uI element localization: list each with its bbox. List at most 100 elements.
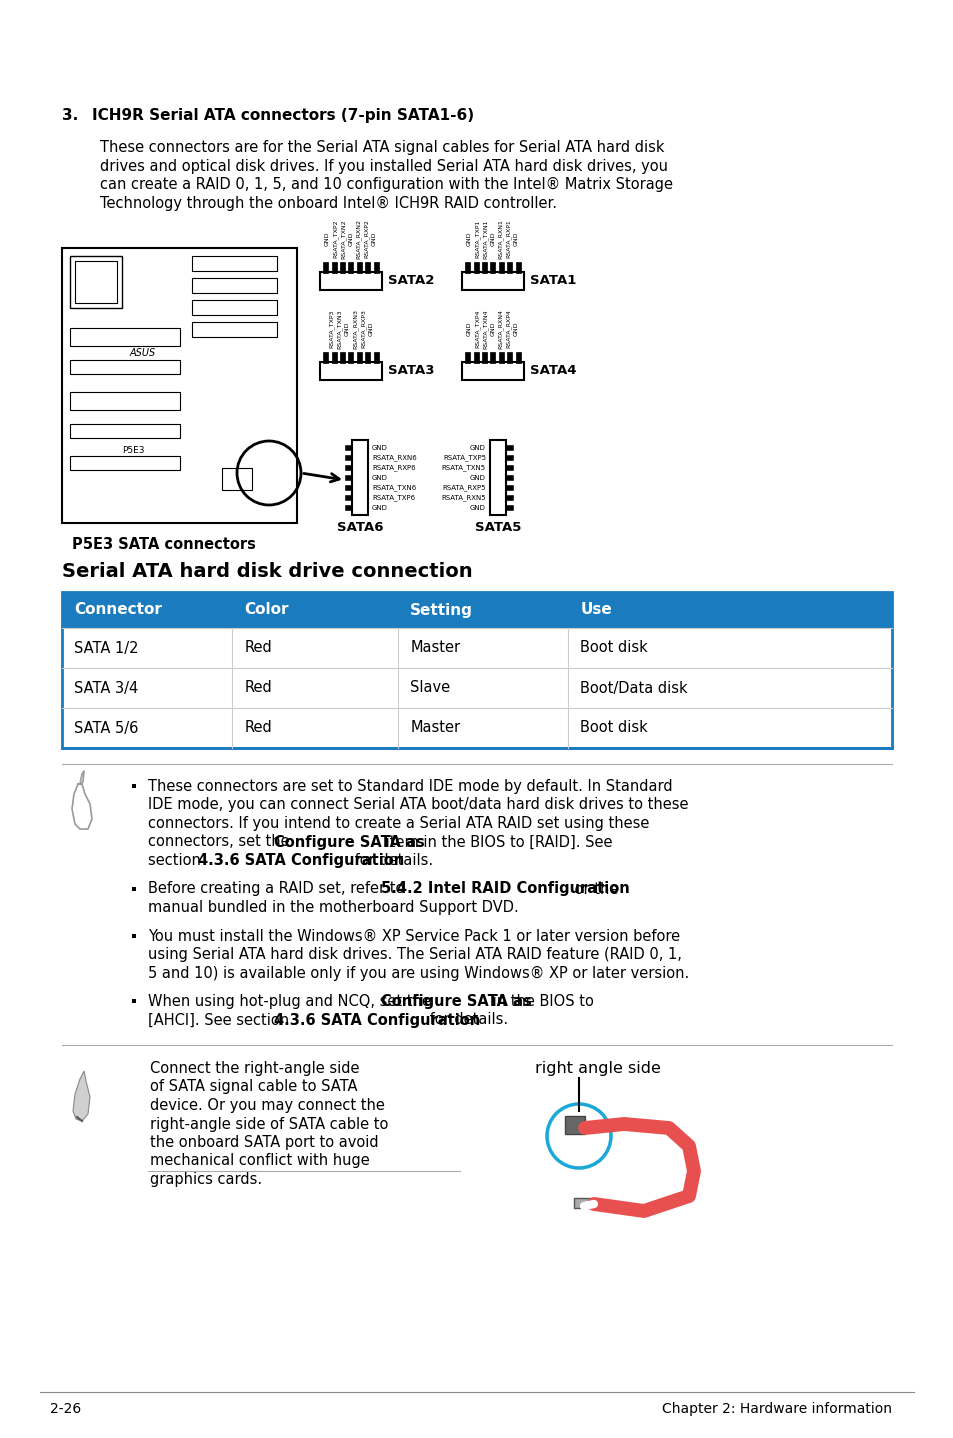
Bar [345, 454, 352, 460]
Text: using Serial ATA hard disk drives. The Serial ATA RAID feature (RAID 0, 1,: using Serial ATA hard disk drives. The S… [148, 948, 681, 962]
Text: SATA1: SATA1 [530, 273, 576, 286]
Bar [507, 262, 512, 273]
Bar [490, 440, 505, 515]
Text: SATA 1/2: SATA 1/2 [74, 640, 138, 656]
Bar [332, 352, 336, 362]
Bar [345, 495, 352, 500]
Bar [505, 464, 513, 470]
Text: SATA6: SATA6 [336, 521, 383, 533]
Bar [192, 301, 276, 315]
Text: of SATA signal cable to SATA: of SATA signal cable to SATA [150, 1080, 357, 1094]
Text: SATA 3/4: SATA 3/4 [74, 680, 138, 696]
Text: Before creating a RAID set, refer to: Before creating a RAID set, refer to [148, 881, 409, 896]
Bar [222, 467, 252, 490]
Bar [323, 352, 328, 362]
Text: IDE mode, you can connect Serial ATA boot/data hard disk drives to these: IDE mode, you can connect Serial ATA boo… [148, 798, 688, 812]
Bar [323, 262, 328, 273]
Text: You must install the Windows® XP Service Pack 1 or later version before: You must install the Windows® XP Service… [148, 929, 679, 943]
Bar [498, 262, 503, 273]
Bar [70, 328, 180, 347]
Text: manual bundled in the motherboard Support DVD.: manual bundled in the motherboard Suppor… [148, 900, 518, 915]
Bar [515, 262, 520, 273]
Bar [319, 362, 381, 380]
Text: Boot disk: Boot disk [579, 640, 647, 656]
Text: item in the BIOS to [RAID]. See: item in the BIOS to [RAID]. See [380, 834, 612, 850]
Text: These connectors are set to Standard IDE mode by default. In Standard: These connectors are set to Standard IDE… [148, 779, 672, 794]
Bar [348, 262, 354, 273]
Bar [474, 352, 478, 362]
Text: in the BIOS to: in the BIOS to [488, 994, 594, 1009]
Bar [348, 352, 354, 362]
Text: right angle side: right angle side [535, 1061, 660, 1076]
Text: 5.4.2 Intel RAID Configuration: 5.4.2 Intel RAID Configuration [380, 881, 629, 896]
Bar [345, 444, 352, 450]
Bar [490, 352, 495, 362]
Text: RSATA_RXP6: RSATA_RXP6 [372, 464, 416, 470]
Text: Chapter 2: Hardware information: Chapter 2: Hardware information [661, 1402, 891, 1416]
Text: Boot/Data disk: Boot/Data disk [579, 680, 687, 696]
Text: GND: GND [372, 505, 388, 510]
Text: mechanical conflict with huge: mechanical conflict with huge [150, 1153, 370, 1169]
Text: Boot disk: Boot disk [579, 720, 647, 735]
Text: Setting: Setting [410, 603, 473, 617]
Text: GND
RSATA_TXP2
RSATA_TXN2
GND
RSATA_RXN2
RSATA_RXP2
GND: GND RSATA_TXP2 RSATA_TXN2 GND RSATA_RXN2… [325, 219, 376, 259]
Bar [192, 278, 276, 293]
Text: SATA3: SATA3 [388, 364, 434, 377]
Text: [AHCI]. See section: [AHCI]. See section [148, 1012, 294, 1028]
Text: connectors. If you intend to create a Serial ATA RAID set using these: connectors. If you intend to create a Se… [148, 815, 649, 831]
Polygon shape [73, 1071, 90, 1122]
Bar [365, 262, 370, 273]
Bar [70, 360, 180, 374]
Text: device. Or you may connect the: device. Or you may connect the [150, 1099, 384, 1113]
Text: Configure SATA as: Configure SATA as [274, 834, 424, 850]
Bar [461, 272, 523, 290]
Text: ASUS: ASUS [130, 348, 156, 358]
Bar [465, 262, 470, 273]
Text: SATA 5/6: SATA 5/6 [74, 720, 138, 735]
Text: SATA5: SATA5 [475, 521, 520, 533]
Bar [75, 262, 117, 303]
Text: Use: Use [579, 603, 612, 617]
Text: 5 and 10) is available only if you are using Windows® XP or later version.: 5 and 10) is available only if you are u… [148, 965, 688, 981]
Text: ICH9R Serial ATA connectors (7-pin SATA1-6): ICH9R Serial ATA connectors (7-pin SATA1… [91, 108, 474, 124]
Text: RSATA_TXP5: RSATA_TXP5 [442, 454, 485, 460]
Bar [352, 440, 368, 515]
Bar [319, 272, 381, 290]
Text: Master: Master [410, 720, 459, 735]
Bar [505, 444, 513, 450]
Bar [70, 256, 122, 308]
Text: GND: GND [372, 475, 388, 480]
Text: Red: Red [244, 640, 272, 656]
Text: These connectors are for the Serial ATA signal cables for Serial ATA hard disk: These connectors are for the Serial ATA … [100, 139, 664, 155]
Bar [70, 456, 180, 470]
Text: 4.3.6 SATA Configuration: 4.3.6 SATA Configuration [198, 853, 404, 869]
Text: 4.3.6 SATA Configuration: 4.3.6 SATA Configuration [274, 1012, 479, 1028]
Text: When using hot-plug and NCQ, set the: When using hot-plug and NCQ, set the [148, 994, 435, 1009]
Text: 3.: 3. [62, 108, 78, 124]
Bar [490, 262, 495, 273]
Text: for details.: for details. [349, 853, 433, 869]
Bar [192, 322, 276, 336]
Text: or the: or the [570, 881, 618, 896]
Bar [505, 495, 513, 500]
Bar [356, 352, 361, 362]
Bar [564, 1116, 584, 1135]
Text: Red: Red [244, 720, 272, 735]
Bar [461, 362, 523, 380]
Bar [374, 352, 378, 362]
Text: can create a RAID 0, 1, 5, and 10 configuration with the Intel® Matrix Storage: can create a RAID 0, 1, 5, and 10 config… [100, 177, 672, 193]
Bar [481, 262, 487, 273]
Text: section: section [148, 853, 205, 869]
Text: the onboard SATA port to avoid: the onboard SATA port to avoid [150, 1135, 378, 1150]
Bar [474, 262, 478, 273]
Text: Color: Color [244, 603, 289, 617]
Bar [505, 485, 513, 490]
Bar [332, 262, 336, 273]
Bar [345, 485, 352, 490]
Bar [192, 256, 276, 270]
Bar [345, 464, 352, 470]
Bar [374, 262, 378, 273]
Text: GND: GND [470, 475, 485, 480]
Bar [574, 1198, 589, 1208]
Text: graphics cards.: graphics cards. [150, 1172, 262, 1186]
